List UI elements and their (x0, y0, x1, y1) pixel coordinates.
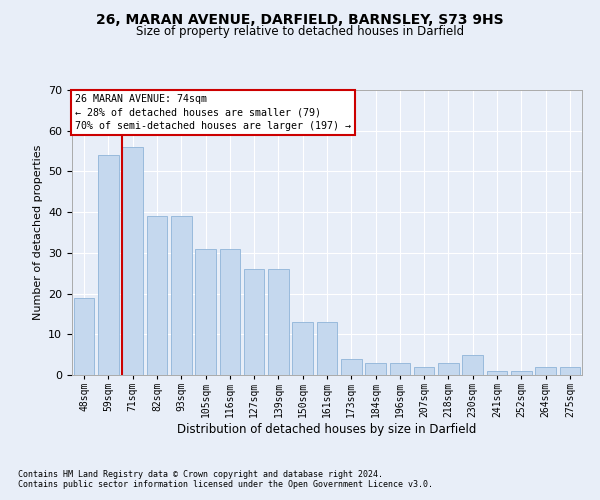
Bar (511, 371, 532, 375)
Text: 26, MARAN AVENUE, DARFIELD, BARNSLEY, S73 9HS: 26, MARAN AVENUE, DARFIELD, BARNSLEY, S7… (96, 12, 504, 26)
Bar (389, 363, 410, 375)
Bar (122, 147, 143, 375)
Bar (292, 322, 313, 375)
Bar (74, 298, 94, 375)
Bar (560, 367, 580, 375)
Bar (365, 363, 386, 375)
Bar (463, 354, 483, 375)
Text: Distribution of detached houses by size in Darfield: Distribution of detached houses by size … (178, 422, 476, 436)
Text: Contains HM Land Registry data © Crown copyright and database right 2024.: Contains HM Land Registry data © Crown c… (18, 470, 383, 479)
Bar (244, 269, 265, 375)
Bar (487, 371, 508, 375)
Bar (341, 358, 362, 375)
Bar (195, 249, 216, 375)
Bar (535, 367, 556, 375)
Bar (220, 249, 240, 375)
Text: 26 MARAN AVENUE: 74sqm
← 28% of detached houses are smaller (79)
70% of semi-det: 26 MARAN AVENUE: 74sqm ← 28% of detached… (74, 94, 350, 130)
Text: Contains public sector information licensed under the Open Government Licence v3: Contains public sector information licen… (18, 480, 433, 489)
Bar (98, 155, 119, 375)
Text: Size of property relative to detached houses in Darfield: Size of property relative to detached ho… (136, 25, 464, 38)
Y-axis label: Number of detached properties: Number of detached properties (32, 145, 43, 320)
Bar (268, 269, 289, 375)
Bar (317, 322, 337, 375)
Bar (438, 363, 459, 375)
Bar (414, 367, 434, 375)
Bar (171, 216, 191, 375)
Bar (146, 216, 167, 375)
